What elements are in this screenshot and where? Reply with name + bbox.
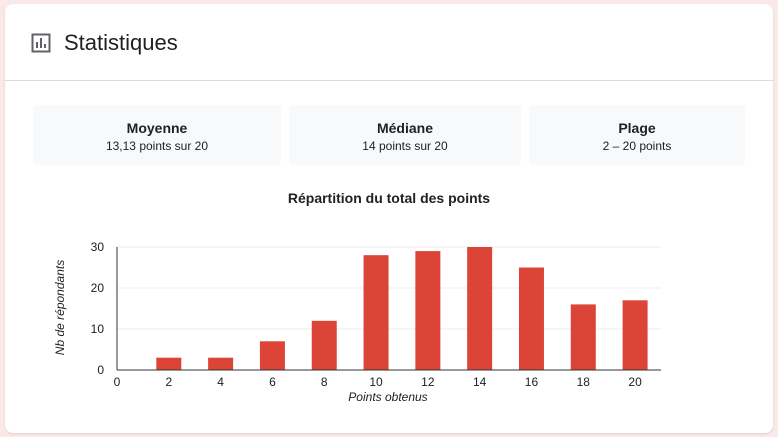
bar xyxy=(363,255,389,370)
stat-mean-label: Moyenne xyxy=(126,120,188,136)
statistics-card: Statistiques Moyenne 13,13 points sur 20… xyxy=(5,4,773,433)
x-tick-label: 16 xyxy=(525,375,539,389)
bar xyxy=(259,341,285,370)
x-tick-label: 4 xyxy=(217,375,224,389)
x-tick-label: 20 xyxy=(628,375,642,389)
x-tick-label: 14 xyxy=(473,375,487,389)
x-tick-label: 2 xyxy=(165,375,172,389)
bar xyxy=(467,247,493,370)
bar-chart-icon xyxy=(31,33,51,53)
bar xyxy=(208,357,234,370)
y-tick-label: 30 xyxy=(91,240,105,254)
x-tick-label: 8 xyxy=(321,375,328,389)
card-header: Statistiques xyxy=(5,4,773,81)
x-tick-label: 12 xyxy=(421,375,435,389)
x-tick-label: 6 xyxy=(269,375,276,389)
stat-median-label: Médiane xyxy=(376,120,433,136)
chart-title: Répartition du total des points xyxy=(287,190,491,206)
y-tick-label: 0 xyxy=(97,363,104,377)
stat-median-value: 14 points sur 20 xyxy=(362,139,448,153)
bar xyxy=(156,357,182,370)
y-tick-label: 10 xyxy=(91,322,105,336)
stat-median: Médiane 14 points sur 20 xyxy=(289,105,521,165)
bar xyxy=(570,304,596,370)
score-distribution-chart: 0 10 20 30 0 2 4 6 8 10 12 14 16 18 20 Points obtenus Nb… xyxy=(53,240,661,404)
x-tick-label: 0 xyxy=(114,375,121,389)
y-axis-label: Nb de répondants xyxy=(53,260,67,355)
bar xyxy=(622,300,648,370)
stat-mean: Moyenne 13,13 points sur 20 xyxy=(33,105,281,165)
bar xyxy=(518,267,544,370)
stat-range: Plage 2 – 20 points xyxy=(529,105,745,165)
stat-mean-value: 13,13 points sur 20 xyxy=(105,139,209,153)
x-tick-label: 10 xyxy=(369,375,383,389)
stat-range-label: Plage xyxy=(618,120,656,136)
x-axis-label: Points obtenus xyxy=(348,390,427,404)
page-title: Statistiques xyxy=(64,30,178,55)
y-tick-label: 20 xyxy=(91,281,105,295)
x-tick-label: 18 xyxy=(577,375,591,389)
bar xyxy=(415,251,441,370)
stat-range-value: 2 – 20 points xyxy=(602,139,672,153)
bar xyxy=(311,320,337,370)
